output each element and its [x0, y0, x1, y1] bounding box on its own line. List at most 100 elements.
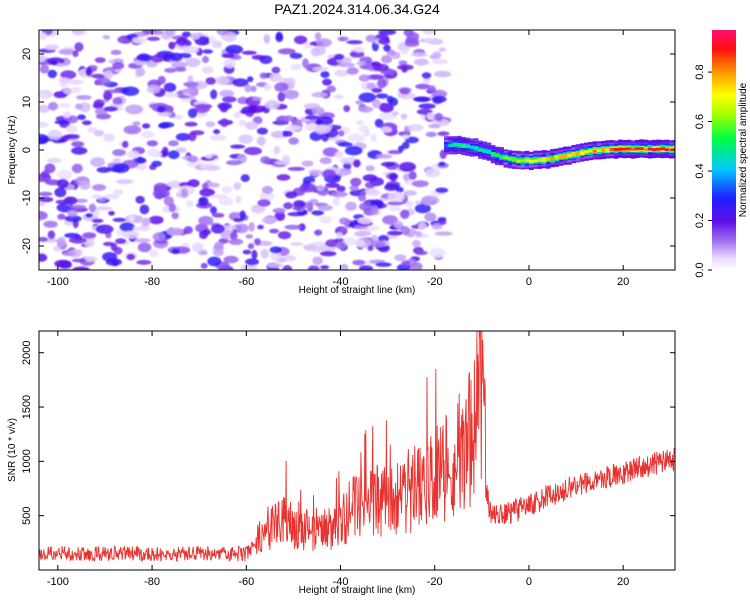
- noise-region: [39, 30, 453, 270]
- signal-track-cell: [622, 147, 627, 151]
- noise-blob: [345, 201, 357, 211]
- noise-blob: [39, 92, 49, 98]
- noise-blob: [72, 50, 79, 58]
- noise-blob: [387, 201, 404, 206]
- noise-blob: [315, 119, 324, 126]
- noise-blob: [370, 133, 377, 143]
- signal-track-cell: [575, 152, 581, 156]
- y-tick-label: 0: [21, 147, 33, 153]
- noise-blob: [161, 146, 169, 157]
- noise-blob: [113, 58, 124, 64]
- noise-blob: [404, 136, 419, 144]
- noise-blob: [259, 55, 273, 64]
- noise-blob: [352, 259, 366, 266]
- x-tick-label: 0: [526, 276, 532, 288]
- noise-blob: [251, 205, 266, 214]
- noise-blob: [294, 35, 308, 45]
- noise-blob: [121, 86, 140, 96]
- noise-blob: [337, 142, 353, 147]
- noise-blob: [76, 95, 92, 100]
- x-tick-label: -40: [333, 576, 349, 588]
- noise-blob: [187, 179, 200, 188]
- signal-track-cell: [668, 147, 674, 151]
- noise-blob: [274, 160, 291, 165]
- noise-blob: [378, 102, 389, 112]
- noise-blob: [283, 89, 299, 100]
- noise-blob: [176, 36, 188, 47]
- noise-blob: [404, 40, 420, 47]
- noise-blob: [188, 95, 196, 100]
- noise-blob: [247, 244, 254, 249]
- noise-blob: [168, 150, 180, 160]
- noise-blob: [44, 163, 56, 174]
- noise-blob: [431, 59, 448, 65]
- x-tick-label: 0: [526, 576, 532, 588]
- noise-blob: [377, 235, 390, 243]
- signal-track-cell: [673, 147, 675, 151]
- x-tick-label: -40: [333, 276, 349, 288]
- noise-blob: [335, 241, 347, 250]
- noise-blob: [223, 255, 239, 264]
- signal-track-cell: [613, 148, 619, 151]
- noise-blob: [216, 30, 230, 36]
- noise-blob: [198, 197, 207, 202]
- snr-y-ticks: 500 1000 1500 2000: [21, 340, 675, 525]
- noise-blob: [357, 217, 373, 225]
- noise-blob: [247, 76, 254, 83]
- noise-blob: [437, 131, 450, 136]
- noise-blob: [301, 160, 314, 167]
- x-tick-label: -100: [47, 276, 69, 288]
- noise-blob: [128, 214, 135, 223]
- y-tick-label: 1500: [21, 395, 33, 419]
- noise-blob: [225, 160, 243, 166]
- noise-blob: [245, 258, 259, 266]
- noise-blob: [242, 249, 252, 255]
- noise-blob: [175, 147, 187, 153]
- noise-blob: [372, 63, 389, 72]
- noise-blob: [285, 125, 302, 132]
- noise-blob: [431, 89, 448, 98]
- noise-blob: [401, 260, 411, 267]
- noise-blob: [46, 158, 62, 163]
- noise-blob: [58, 77, 71, 84]
- noise-blob: [311, 210, 325, 216]
- noise-blob: [151, 30, 164, 36]
- noise-blob: [103, 91, 113, 101]
- noise-blob: [44, 44, 59, 51]
- noise-blob: [256, 127, 268, 135]
- noise-blob: [81, 120, 92, 126]
- noise-blob: [39, 191, 53, 197]
- noise-blob: [90, 157, 105, 168]
- noise-blob: [418, 103, 436, 109]
- noise-blob: [210, 89, 218, 100]
- noise-blob: [39, 210, 48, 221]
- noise-blob: [199, 188, 215, 197]
- signal-track-cell: [567, 153, 572, 157]
- noise-blob: [319, 215, 332, 224]
- noise-blob: [219, 89, 235, 98]
- snr-panel: -100 -80 -60 -40 -20 0 20 500 1000 1500 2000 Heig…: [7, 330, 676, 596]
- noise-blob: [415, 200, 423, 206]
- noise-blob: [135, 163, 147, 171]
- noise-blob: [198, 215, 214, 226]
- colorbar-tick-label: 0.2: [694, 213, 706, 228]
- noise-blob: [250, 85, 257, 92]
- noise-blob: [437, 217, 447, 222]
- noise-blob: [171, 212, 179, 220]
- noise-blob: [39, 104, 50, 113]
- noise-blob: [358, 92, 377, 103]
- x-tick-label: -80: [144, 276, 160, 288]
- noise-blob: [356, 61, 367, 66]
- noise-blob: [311, 107, 325, 115]
- noise-blob: [287, 212, 304, 217]
- signal-track-cell: [495, 154, 500, 157]
- noise-blob: [335, 232, 343, 239]
- noise-blob: [116, 229, 124, 236]
- noise-blob: [212, 248, 224, 257]
- noise-blob: [39, 173, 52, 182]
- colorbar-ticks: 0.0 0.2 0.4 0.6 0.8: [694, 64, 712, 278]
- signal-track-cell: [596, 148, 602, 152]
- noise-blob: [105, 258, 122, 266]
- noise-blob: [221, 185, 233, 194]
- noise-blob: [56, 169, 73, 180]
